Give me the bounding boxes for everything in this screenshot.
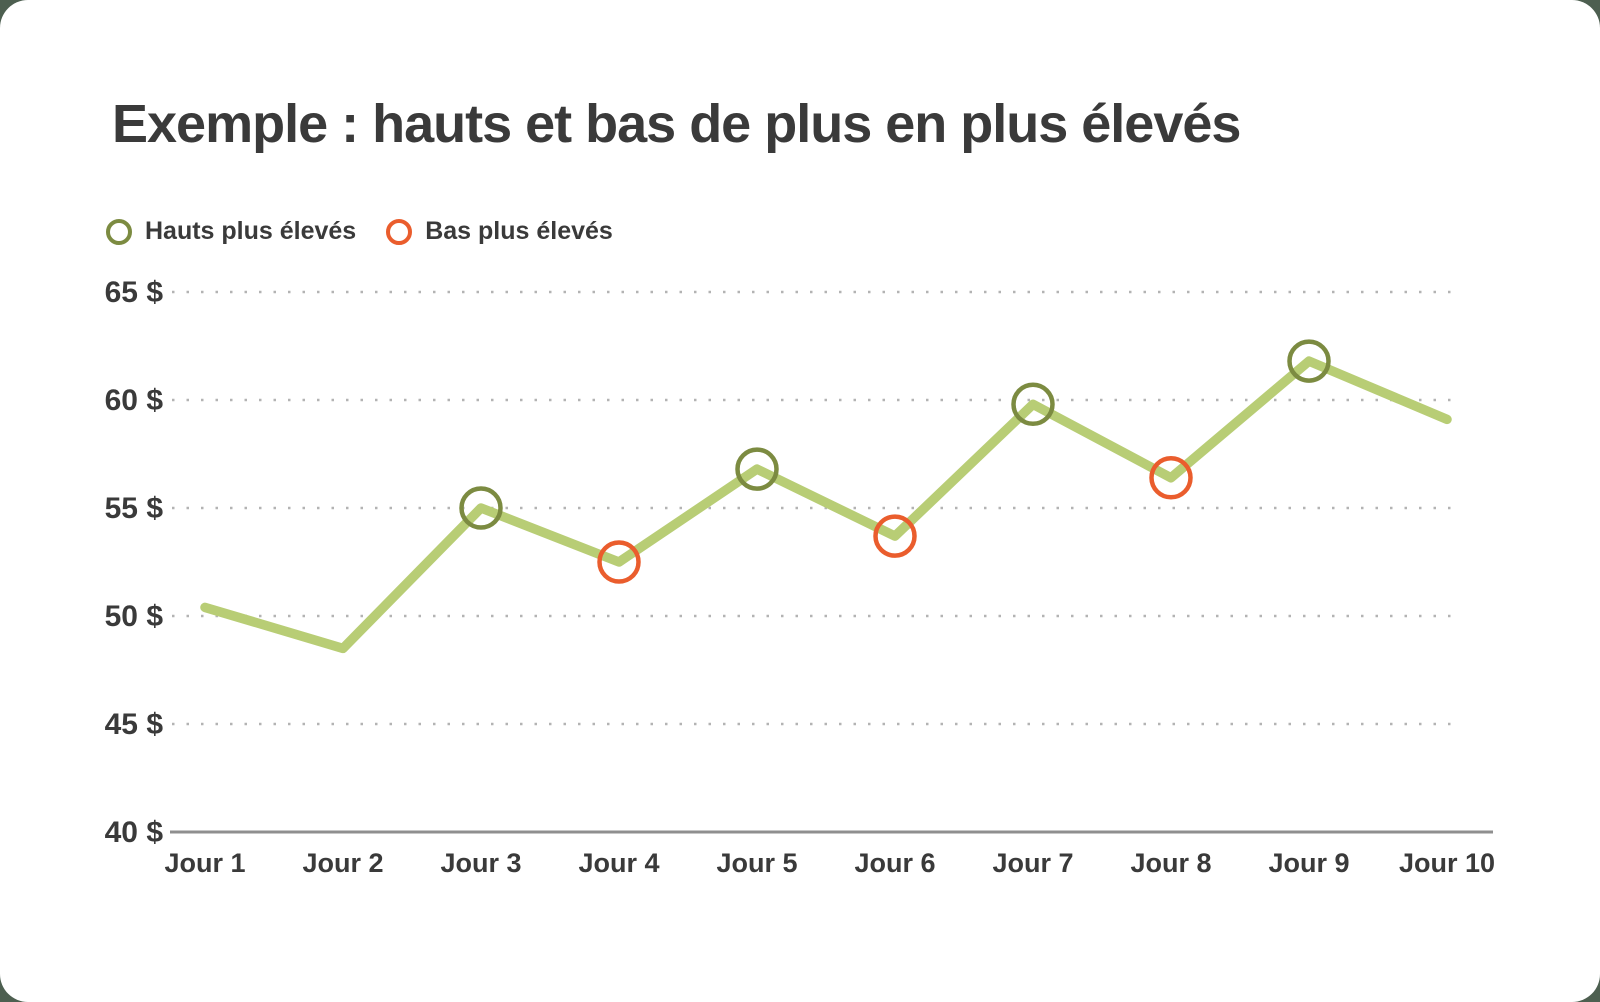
y-tick-label: 40 $ — [105, 816, 164, 849]
y-tick-label: 55 $ — [105, 492, 164, 525]
x-tick-label: Jour 2 — [302, 848, 383, 878]
price-line — [200, 356, 1452, 654]
higher-high-marker — [735, 447, 779, 491]
legend-item-higher-highs: Hauts plus élevés — [106, 217, 356, 246]
x-tick-label: Jour 3 — [440, 848, 521, 878]
chart-title: Exemple : hauts et bas de plus en plus é… — [112, 94, 1241, 154]
legend: Hauts plus élevés Bas plus élevés — [106, 217, 613, 246]
higher-high-marker — [459, 486, 503, 530]
y-tick-label: 50 $ — [105, 600, 164, 633]
x-tick-label: Jour 10 — [1399, 848, 1495, 878]
x-tick-label: Jour 7 — [992, 848, 1073, 878]
higher-low-marker — [1149, 456, 1193, 500]
higher-high-marker — [1011, 382, 1055, 427]
legend-label-higher-lows: Bas plus élevés — [425, 217, 613, 245]
x-tick-label: Jour 9 — [1268, 848, 1349, 878]
higher-low-marker — [873, 514, 917, 558]
x-tick-label: Jour 6 — [854, 848, 935, 878]
y-tick-label: 60 $ — [105, 384, 164, 417]
x-tick-label: Jour 8 — [1130, 848, 1211, 878]
higher-lows-circle-icon — [386, 218, 413, 245]
higher-low-marker — [597, 540, 641, 584]
x-tick-label: Jour 5 — [716, 848, 797, 878]
y-tick-label: 45 $ — [105, 708, 164, 741]
y-tick-label: 65 $ — [105, 276, 164, 309]
x-tick-label: Jour 4 — [578, 848, 659, 878]
x-tick-label: Jour 1 — [164, 848, 245, 878]
higher-high-marker — [1287, 339, 1331, 383]
legend-label-higher-highs: Hauts plus élevés — [145, 217, 357, 245]
higher-highs-circle-icon — [106, 218, 132, 245]
legend-item-higher-lows: Bas plus élevés — [386, 217, 613, 246]
